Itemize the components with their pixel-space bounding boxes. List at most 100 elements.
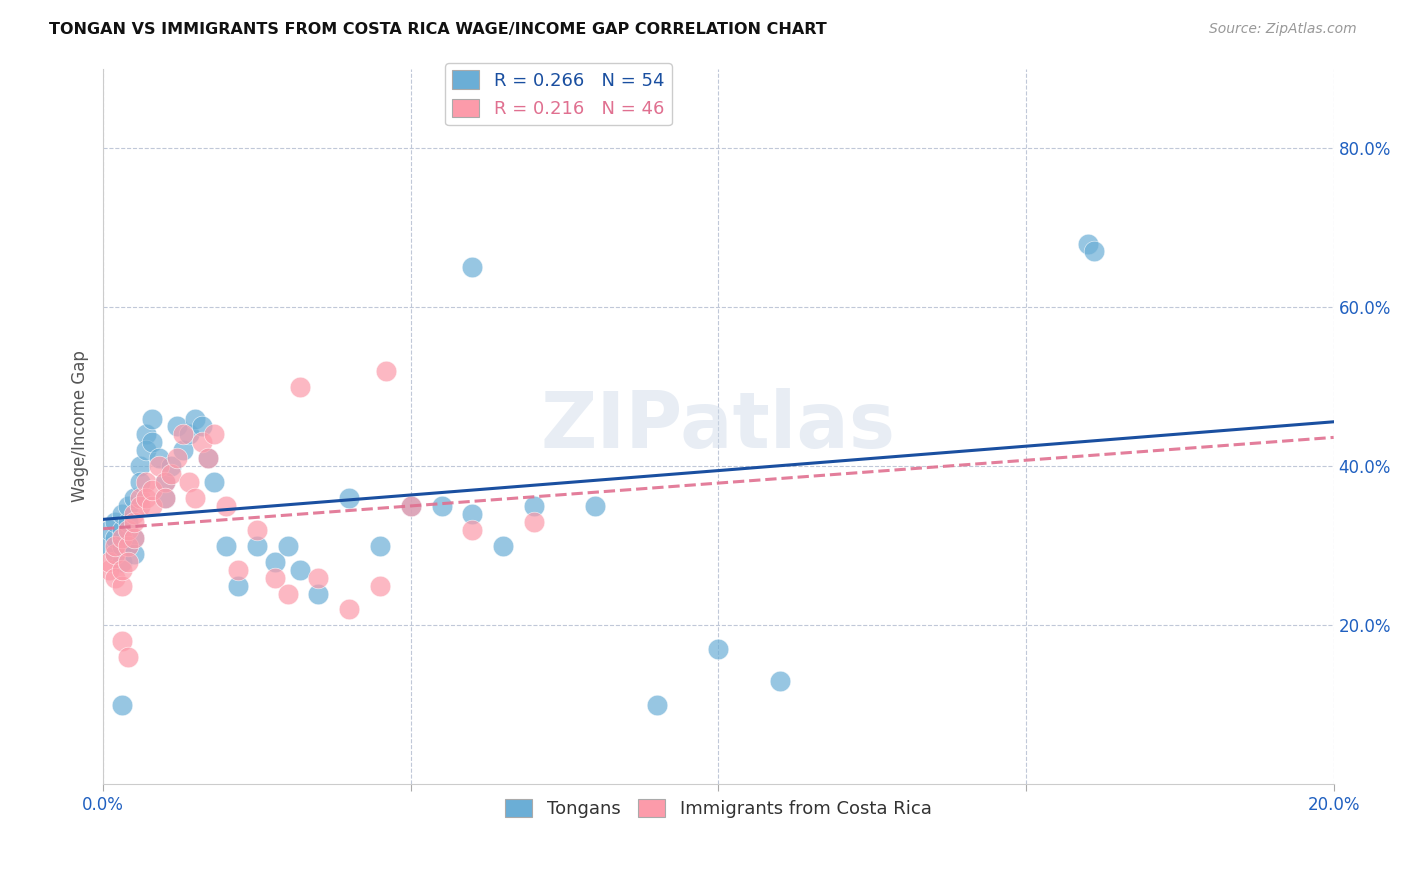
- Point: [110, 698, 132, 712]
- Point: [110, 563, 132, 577]
- Point: [117, 515, 139, 529]
- Point: [215, 539, 238, 553]
- Point: [129, 499, 152, 513]
- Point: [117, 523, 139, 537]
- Point: [523, 515, 546, 529]
- Point: [197, 451, 219, 466]
- Point: [172, 443, 194, 458]
- Point: [166, 451, 188, 466]
- Point: [117, 539, 139, 553]
- Point: [117, 650, 139, 665]
- Point: [264, 571, 287, 585]
- Point: [153, 475, 176, 490]
- Point: [461, 523, 484, 537]
- Point: [104, 515, 127, 529]
- Point: [461, 507, 484, 521]
- Point: [159, 459, 181, 474]
- Point: [110, 555, 132, 569]
- Point: [98, 523, 121, 537]
- Point: [122, 507, 145, 521]
- Point: [141, 483, 163, 497]
- Point: [122, 531, 145, 545]
- Point: [246, 523, 269, 537]
- Point: [104, 531, 127, 545]
- Point: [375, 364, 398, 378]
- Point: [288, 380, 311, 394]
- Text: ZIPatlas: ZIPatlas: [541, 389, 896, 465]
- Point: [337, 491, 360, 505]
- Point: [98, 563, 121, 577]
- Point: [308, 571, 330, 585]
- Point: [153, 475, 176, 490]
- Text: TONGAN VS IMMIGRANTS FROM COSTA RICA WAGE/INCOME GAP CORRELATION CHART: TONGAN VS IMMIGRANTS FROM COSTA RICA WAG…: [49, 22, 827, 37]
- Point: [110, 507, 132, 521]
- Point: [117, 499, 139, 513]
- Point: [110, 523, 132, 537]
- Point: [98, 539, 121, 553]
- Point: [172, 427, 194, 442]
- Point: [184, 411, 207, 425]
- Point: [98, 555, 121, 569]
- Point: [707, 642, 730, 657]
- Point: [197, 451, 219, 466]
- Point: [129, 459, 152, 474]
- Point: [337, 602, 360, 616]
- Point: [110, 539, 132, 553]
- Point: [277, 586, 299, 600]
- Point: [129, 491, 152, 505]
- Point: [135, 427, 157, 442]
- Point: [184, 491, 207, 505]
- Point: [110, 634, 132, 648]
- Point: [179, 427, 201, 442]
- Point: [148, 459, 170, 474]
- Point: [141, 411, 163, 425]
- Point: [277, 539, 299, 553]
- Point: [1076, 236, 1098, 251]
- Point: [461, 260, 484, 275]
- Point: [104, 571, 127, 585]
- Point: [769, 673, 792, 688]
- Point: [117, 555, 139, 569]
- Point: [153, 491, 176, 505]
- Point: [179, 475, 201, 490]
- Point: [430, 499, 453, 513]
- Point: [246, 539, 269, 553]
- Point: [202, 427, 225, 442]
- Point: [399, 499, 422, 513]
- Point: [110, 578, 132, 592]
- Point: [135, 475, 157, 490]
- Y-axis label: Wage/Income Gap: Wage/Income Gap: [72, 351, 89, 502]
- Point: [190, 419, 212, 434]
- Point: [228, 563, 250, 577]
- Point: [190, 435, 212, 450]
- Point: [110, 531, 132, 545]
- Point: [523, 499, 546, 513]
- Point: [135, 491, 157, 505]
- Point: [228, 578, 250, 592]
- Point: [1083, 244, 1105, 259]
- Point: [166, 419, 188, 434]
- Point: [308, 586, 330, 600]
- Point: [492, 539, 515, 553]
- Point: [122, 515, 145, 529]
- Point: [104, 539, 127, 553]
- Point: [122, 531, 145, 545]
- Point: [141, 499, 163, 513]
- Point: [117, 539, 139, 553]
- Point: [399, 499, 422, 513]
- Point: [129, 475, 152, 490]
- Point: [135, 443, 157, 458]
- Point: [122, 491, 145, 505]
- Point: [368, 578, 391, 592]
- Point: [264, 555, 287, 569]
- Point: [159, 467, 181, 482]
- Point: [215, 499, 238, 513]
- Point: [202, 475, 225, 490]
- Point: [368, 539, 391, 553]
- Point: [104, 547, 127, 561]
- Legend: Tongans, Immigrants from Costa Rica: Tongans, Immigrants from Costa Rica: [498, 792, 939, 825]
- Text: Source: ZipAtlas.com: Source: ZipAtlas.com: [1209, 22, 1357, 37]
- Point: [645, 698, 668, 712]
- Point: [104, 547, 127, 561]
- Point: [122, 547, 145, 561]
